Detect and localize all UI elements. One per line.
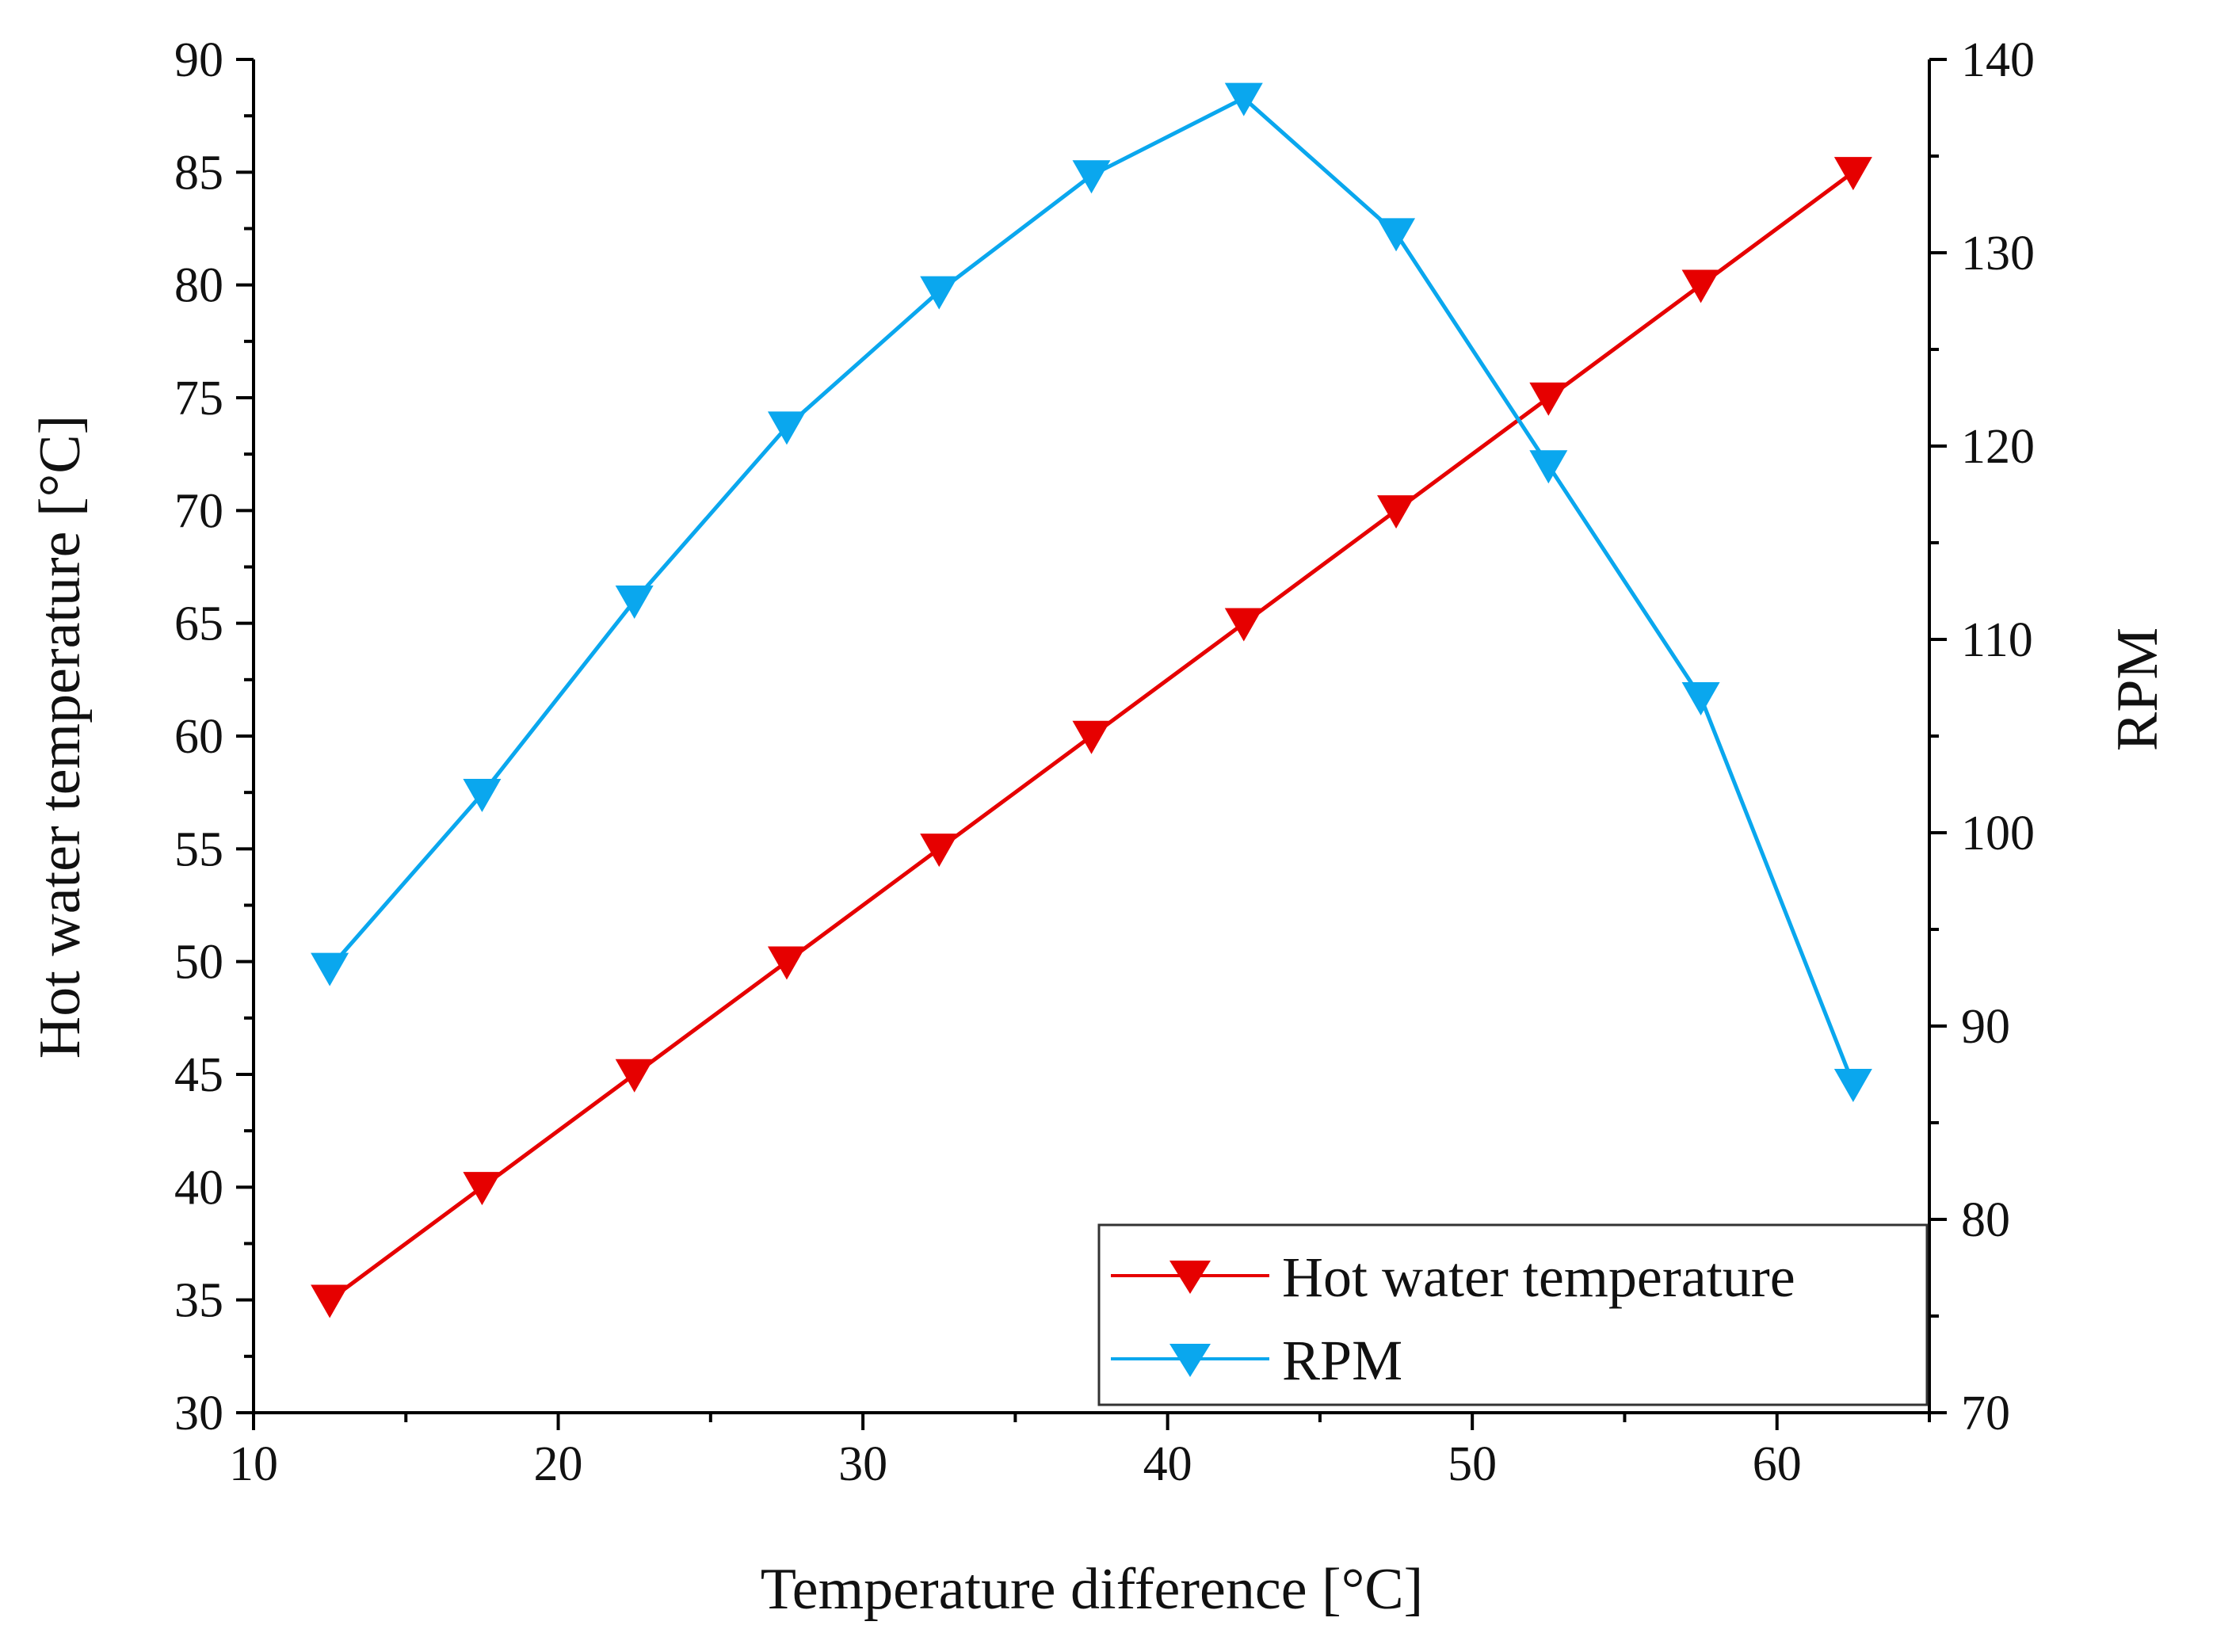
- marker-hot-water: [311, 1284, 349, 1318]
- y2-tick-label: 70: [1961, 1387, 2010, 1440]
- legend: Hot water temperature RPM: [1097, 1223, 1929, 1406]
- x-axis-ticks: 10 20 30 40 50 60: [229, 1413, 1931, 1491]
- marker-hot-water: [463, 1172, 502, 1206]
- y-tick-label: 35: [174, 1274, 223, 1328]
- series-markers: [311, 82, 1872, 1318]
- x-tick-label: 60: [1753, 1437, 1802, 1491]
- y-tick-label: 75: [174, 372, 223, 425]
- marker-rpm: [311, 952, 349, 986]
- y-tick-label: 90: [174, 33, 223, 87]
- x-axis-title: Temperature difference [°C]: [761, 1557, 1424, 1622]
- x-tick-label: 30: [838, 1437, 887, 1491]
- marker-rpm: [1224, 82, 1263, 116]
- marker-rpm: [1681, 682, 1720, 715]
- marker-rpm: [1833, 1069, 1872, 1102]
- x-tick-label: 40: [1143, 1437, 1192, 1491]
- legend-marker-hot-water: [1169, 1261, 1211, 1294]
- right-axis-ticks: 70 80 90 100 110 120 130 140: [1929, 33, 2035, 1440]
- y2-tick-label: 120: [1961, 420, 2035, 474]
- x-tick-label: 50: [1448, 1437, 1497, 1491]
- y-tick-label: 40: [174, 1161, 223, 1215]
- marker-hot-water: [767, 946, 806, 980]
- y2-tick-label: 100: [1961, 807, 2035, 860]
- left-axis-ticks: 30 35 40 45 50 55 60 65 70 75 80 85 90: [174, 33, 254, 1440]
- marker-rpm: [615, 586, 654, 619]
- y-tick-label: 80: [174, 259, 223, 313]
- y2-tick-label: 90: [1961, 1000, 2010, 1054]
- y2-tick-label: 130: [1961, 227, 2035, 280]
- marker-hot-water: [1529, 382, 1568, 416]
- y-tick-label: 45: [174, 1048, 223, 1102]
- marker-rpm: [920, 276, 959, 310]
- y-tick-label: 70: [174, 484, 223, 538]
- marker-hot-water: [1224, 608, 1263, 642]
- marker-hot-water: [1377, 495, 1416, 529]
- y-tick-label: 50: [174, 936, 223, 990]
- marker-rpm: [463, 779, 502, 812]
- y2-tick-label: 140: [1961, 33, 2035, 87]
- y2-tick-label: 110: [1961, 613, 2033, 667]
- y-axis-title: Hot water temperature [°C]: [28, 415, 93, 1059]
- marker-rpm: [1377, 218, 1416, 252]
- y-tick-label: 65: [174, 597, 223, 651]
- marker-rpm: [1072, 160, 1111, 194]
- y-tick-label: 85: [174, 146, 223, 200]
- marker-hot-water: [1072, 720, 1111, 754]
- legend-label-hot-water: Hot water temperature: [1282, 1246, 1795, 1309]
- marker-hot-water: [1833, 157, 1872, 191]
- y2-axis-title: RPM: [2105, 628, 2170, 751]
- marker-rpm: [1529, 450, 1568, 484]
- marker-rpm: [767, 411, 806, 445]
- marker-hot-water: [920, 834, 959, 868]
- x-tick-label: 10: [229, 1437, 278, 1491]
- y-tick-label: 30: [174, 1387, 223, 1440]
- y2-tick-label: 80: [1961, 1193, 2010, 1247]
- legend-label-rpm: RPM: [1282, 1329, 1402, 1392]
- legend-frame: [1097, 1223, 1929, 1406]
- x-tick-label: 20: [534, 1437, 583, 1491]
- legend-marker-rpm: [1169, 1344, 1211, 1377]
- marker-hot-water: [1681, 269, 1720, 303]
- y-tick-label: 60: [174, 710, 223, 764]
- y-tick-label: 55: [174, 822, 223, 876]
- marker-hot-water: [615, 1059, 654, 1093]
